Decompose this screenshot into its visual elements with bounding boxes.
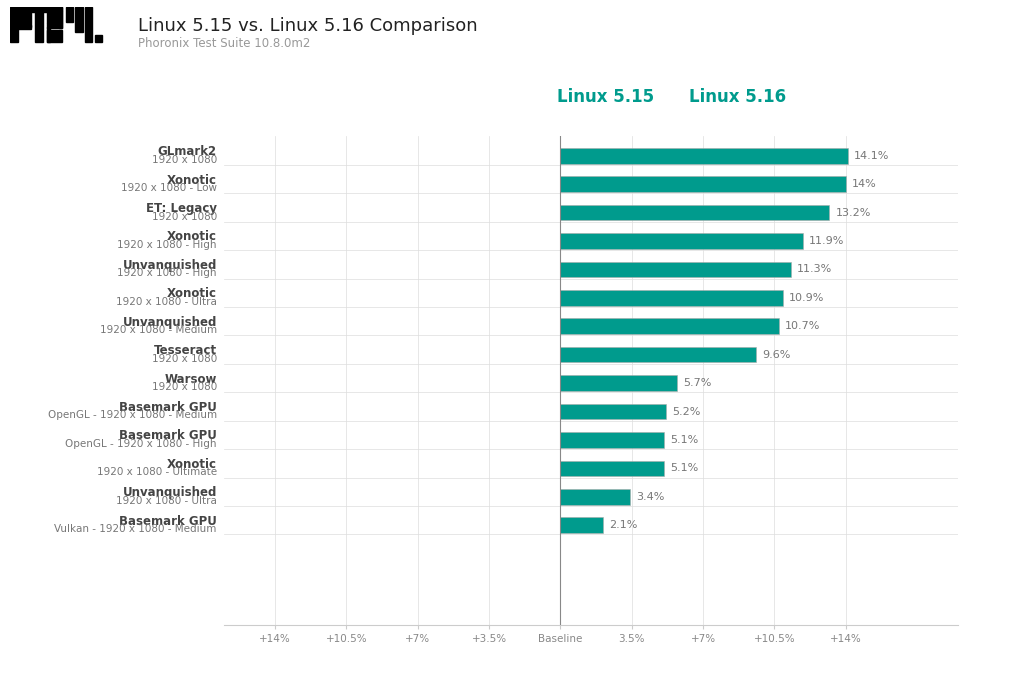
Text: ET: Legacy: ET: Legacy	[146, 202, 217, 215]
Bar	[18, 7, 31, 27]
Text: Unvanquished: Unvanquished	[122, 259, 217, 272]
Text: 1920 x 1080: 1920 x 1080	[152, 354, 217, 364]
Text: Xonotic: Xonotic	[167, 230, 217, 244]
Text: Basemark GPU: Basemark GPU	[119, 429, 217, 443]
Text: Warsow: Warsow	[164, 373, 217, 386]
Bar	[10, 7, 18, 42]
Text: 10.9%: 10.9%	[789, 293, 824, 303]
Text: 13.2%: 13.2%	[836, 208, 871, 217]
Text: Basemark GPU: Basemark GPU	[119, 401, 217, 414]
Bar	[31, 7, 47, 12]
Bar	[560, 375, 677, 391]
Text: Linux 5.16: Linux 5.16	[689, 88, 787, 107]
Text: 5.2%: 5.2%	[673, 407, 701, 416]
Text: 10.7%: 10.7%	[785, 321, 820, 331]
Text: 1920 x 1080 - Ultra: 1920 x 1080 - Ultra	[116, 496, 217, 506]
Text: Xonotic: Xonotic	[167, 174, 217, 187]
Text: 1920 x 1080 - Ultimate: 1920 x 1080 - Ultimate	[97, 467, 217, 477]
Bar	[47, 11, 62, 23]
Bar	[560, 261, 791, 277]
Text: OpenGL - 1920 x 1080 - High: OpenGL - 1920 x 1080 - High	[65, 439, 217, 449]
Text: Unvanquished: Unvanquished	[122, 486, 217, 499]
Bar	[560, 205, 829, 221]
Text: Linux 5.15: Linux 5.15	[557, 88, 654, 107]
Text: 5.7%: 5.7%	[683, 378, 711, 388]
Bar	[560, 460, 664, 476]
Text: 14.1%: 14.1%	[854, 151, 890, 161]
Text: 5.1%: 5.1%	[671, 435, 699, 445]
Text: 1920 x 1080 - High: 1920 x 1080 - High	[117, 240, 217, 250]
Text: Phoronix Test Suite 10.8.0m2: Phoronix Test Suite 10.8.0m2	[138, 37, 310, 50]
Bar	[560, 432, 664, 447]
Bar	[560, 290, 783, 306]
Bar	[560, 404, 666, 420]
Bar	[560, 347, 756, 363]
Text: 1920 x 1080: 1920 x 1080	[152, 382, 217, 392]
Text: GLmark2: GLmark2	[158, 145, 217, 158]
Text: 1920 x 1080 - High: 1920 x 1080 - High	[117, 268, 217, 278]
Text: 2.1%: 2.1%	[609, 520, 638, 530]
Text: Basemark GPU: Basemark GPU	[119, 515, 217, 528]
Bar	[560, 517, 603, 533]
Text: 14%: 14%	[852, 179, 876, 189]
Bar	[66, 7, 73, 22]
Text: 1920 x 1080 - Medium: 1920 x 1080 - Medium	[100, 325, 217, 335]
Bar	[47, 31, 62, 42]
Text: 3.4%: 3.4%	[636, 492, 664, 502]
Bar	[75, 7, 83, 32]
Text: OpenGL - 1920 x 1080 - Medium: OpenGL - 1920 x 1080 - Medium	[48, 411, 217, 420]
Text: Tesseract: Tesseract	[154, 344, 217, 357]
Bar	[560, 489, 630, 504]
Text: Xonotic: Xonotic	[167, 287, 217, 300]
Text: 1920 x 1080 - Ultra: 1920 x 1080 - Ultra	[116, 297, 217, 307]
Bar	[95, 35, 102, 42]
Text: Linux 5.15 vs. Linux 5.16 Comparison: Linux 5.15 vs. Linux 5.16 Comparison	[138, 17, 477, 35]
Bar	[560, 148, 848, 164]
Bar	[18, 25, 31, 29]
Text: 5.1%: 5.1%	[671, 463, 699, 473]
Bar	[560, 318, 779, 334]
Text: Unvanquished: Unvanquished	[122, 316, 217, 329]
Bar	[560, 233, 803, 249]
Bar	[47, 23, 62, 28]
Bar	[85, 7, 92, 42]
Text: Xonotic: Xonotic	[167, 458, 217, 471]
Text: 11.9%: 11.9%	[809, 236, 845, 246]
Text: 1920 x 1080 - Low: 1920 x 1080 - Low	[121, 183, 217, 193]
Bar	[59, 7, 62, 28]
Text: 1920 x 1080: 1920 x 1080	[152, 155, 217, 165]
Text: 9.6%: 9.6%	[762, 350, 791, 360]
Bar	[35, 7, 43, 42]
Bar	[47, 7, 62, 11]
Bar	[47, 27, 50, 42]
Text: 11.3%: 11.3%	[797, 264, 833, 274]
Bar	[560, 177, 846, 192]
Text: Vulkan - 1920 x 1080 - Medium: Vulkan - 1920 x 1080 - Medium	[54, 524, 217, 534]
Text: 1920 x 1080: 1920 x 1080	[152, 212, 217, 221]
